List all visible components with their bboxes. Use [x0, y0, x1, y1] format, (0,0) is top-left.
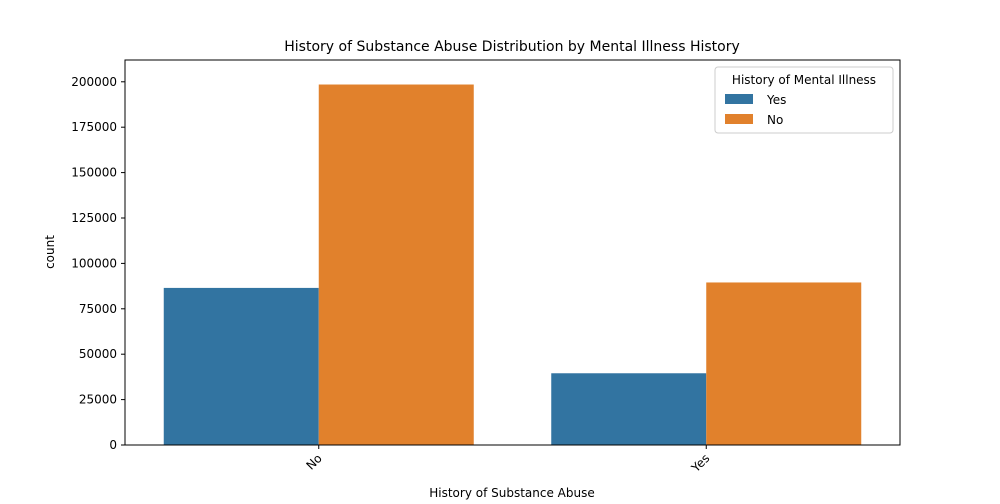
legend-swatch — [725, 114, 753, 124]
y-tick-label: 25000 — [79, 393, 117, 407]
legend-items: Yes No — [725, 93, 786, 127]
y-tick-label: 200000 — [71, 75, 117, 89]
legend: History of Mental Illness Yes No — [714, 66, 894, 134]
y-tick-label: 125000 — [71, 211, 117, 225]
plot-frame — [124, 59, 901, 446]
bar-no-no — [318, 84, 474, 445]
legend-title: History of Mental Illness — [732, 73, 876, 87]
x-tick-label: No — [303, 451, 324, 472]
y-tick-label: 175000 — [71, 120, 117, 134]
bar-yes-yes — [551, 373, 707, 445]
x-tick-label: Yes — [688, 451, 712, 475]
legend-swatch — [725, 94, 753, 104]
x-axis: No Yes — [303, 445, 712, 476]
y-tick-label: 75000 — [79, 302, 117, 316]
bar-no-yes — [163, 287, 319, 445]
chart-title: History of Substance Abuse Distribution … — [284, 39, 740, 55]
y-tick-label: 150000 — [71, 166, 117, 180]
legend-label: No — [767, 113, 783, 127]
bars-group — [163, 84, 862, 445]
y-tick-label: 50000 — [79, 347, 117, 361]
y-axis: 0 25000 50000 75000 100000 125000 150000 175000… — [71, 75, 125, 452]
y-tick-label: 0 — [109, 438, 117, 452]
y-tick-label: 100000 — [71, 256, 117, 270]
legend-box — [714, 66, 894, 134]
legend-label: Yes — [766, 93, 786, 107]
y-axis-label: count — [43, 235, 57, 269]
bar-yes-no — [706, 282, 862, 445]
x-axis-label: History of Substance Abuse — [429, 486, 595, 500]
